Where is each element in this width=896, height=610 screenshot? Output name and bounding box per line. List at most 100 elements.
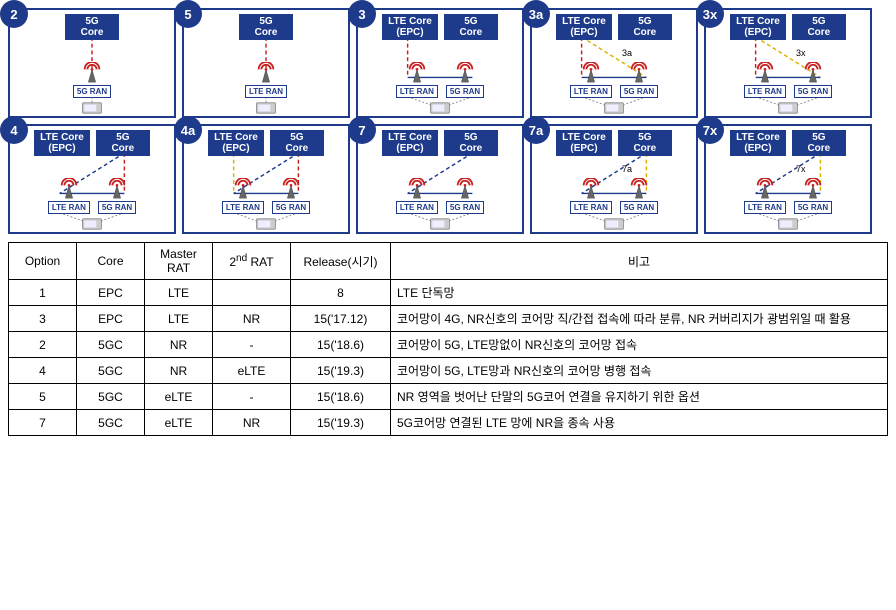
antenna-icon (81, 62, 103, 84)
table-cell: 코어망이 4G, NR신호의 코어망 직/간접 접속에 따라 분류, NR 커버… (391, 306, 888, 332)
ran-label: 5G RAN (98, 201, 136, 214)
ue-device (429, 218, 451, 230)
ue-device (603, 218, 625, 230)
ran-unit: LTE RAN (245, 62, 287, 98)
diagram-card: 7LTE Core(EPC)5GCore LTE RAN 5G RAN (356, 124, 524, 234)
ran-row: LTE RAN 5G RAN (358, 62, 522, 98)
antenna-icon (580, 62, 602, 84)
antenna-icon (406, 178, 428, 200)
ran-label: LTE RAN (570, 85, 612, 98)
diagram-badge: 2 (0, 0, 28, 28)
table-cell: 15('19.3) (291, 358, 391, 384)
diagram-badge: 3 (348, 0, 376, 28)
ue-icon (429, 102, 451, 114)
diagram-card: 3xLTE Core(EPC)5GCore LTE RAN 5G RAN 3x (704, 8, 872, 118)
core-row: LTE Core(EPC)5GCore (532, 14, 696, 40)
diagram-badge: 3a (522, 0, 550, 28)
table-cell: 7 (9, 410, 77, 436)
ue-icon (81, 218, 103, 230)
ran-unit: 5G RAN (446, 62, 484, 98)
table-cell: EPC (77, 280, 145, 306)
table-row: 55GCeLTE-15('18.6)NR 영역을 벗어난 단말의 5G코어 연결… (9, 384, 888, 410)
ue-device (81, 218, 103, 230)
ran-unit: LTE RAN (744, 178, 786, 214)
ran-row: LTE RAN 5G RAN (532, 178, 696, 214)
table-cell: 5 (9, 384, 77, 410)
core-box: LTE Core(EPC) (34, 130, 90, 156)
core-box: 5GCore (792, 14, 846, 40)
table-cell (213, 280, 291, 306)
table-header-row: OptionCoreMasterRAT2nd RATRelease(시기)비고 (9, 243, 888, 280)
diagram-card: 55GCore LTE RAN (182, 8, 350, 118)
core-box: 5GCore (96, 130, 150, 156)
ran-label: 5G RAN (446, 201, 484, 214)
table-cell: 3 (9, 306, 77, 332)
ue-device (81, 102, 103, 114)
ran-unit: 5G RAN (73, 62, 111, 98)
table-cell: 1 (9, 280, 77, 306)
ran-label: LTE RAN (396, 201, 438, 214)
table-cell: LTE (145, 306, 213, 332)
table-header-cell: Option (9, 243, 77, 280)
table-cell: 5GC (77, 384, 145, 410)
table-cell: eLTE (213, 358, 291, 384)
antenna-icon (580, 178, 602, 200)
antenna-icon (280, 178, 302, 200)
antenna-icon (628, 178, 650, 200)
table-cell: NR (213, 306, 291, 332)
ran-label: 5G RAN (794, 85, 832, 98)
ran-row: LTE RAN 5G RAN (532, 62, 696, 98)
core-row: LTE Core(EPC)5GCore (706, 130, 870, 156)
core-row: LTE Core(EPC)5GCore (532, 130, 696, 156)
ran-unit: 5G RAN (98, 178, 136, 214)
table-row: 75GCeLTENR15('19.3)5G코어망 연결된 LTE 망에 NR을 … (9, 410, 888, 436)
ran-unit: LTE RAN (222, 178, 264, 214)
ue-icon (429, 218, 451, 230)
core-box: 5GCore (239, 14, 293, 40)
ran-unit: LTE RAN (396, 178, 438, 214)
ran-label: 5G RAN (272, 201, 310, 214)
ran-unit: LTE RAN (744, 62, 786, 98)
ran-row: LTE RAN 5G RAN (706, 62, 870, 98)
diagram-inner-label: 3a (622, 48, 632, 58)
table-header-cell: 2nd RAT (213, 243, 291, 280)
table-cell: 15('17.12) (291, 306, 391, 332)
table-cell: 코어망이 5G, LTE망과 NR신호의 코어망 병행 접속 (391, 358, 888, 384)
antenna-icon (232, 178, 254, 200)
ran-unit: LTE RAN (396, 62, 438, 98)
core-box: 5GCore (792, 130, 846, 156)
table-cell: LTE 단독망 (391, 280, 888, 306)
antenna-icon (106, 178, 128, 200)
ran-unit: 5G RAN (794, 178, 832, 214)
ran-label: LTE RAN (222, 201, 264, 214)
table-header-cell: Core (77, 243, 145, 280)
table-header-cell: MasterRAT (145, 243, 213, 280)
table-cell: 5GC (77, 410, 145, 436)
table-body: 1EPCLTE8LTE 단독망3EPCLTENR15('17.12)코어망이 4… (9, 280, 888, 436)
table-cell: 15('18.6) (291, 332, 391, 358)
ue-icon (603, 102, 625, 114)
table-cell: 8 (291, 280, 391, 306)
core-box: 5GCore (618, 130, 672, 156)
core-row: LTE Core(EPC)5GCore (358, 130, 522, 156)
diagram-badge: 5 (174, 0, 202, 28)
ran-label: LTE RAN (570, 201, 612, 214)
core-box: LTE Core(EPC) (382, 130, 438, 156)
ran-row: LTE RAN (184, 62, 348, 98)
table-cell: 15('19.3) (291, 410, 391, 436)
diagram-grid: 25GCore 5G RAN 55GCore LTE RAN 3LTE Core… (8, 8, 888, 234)
core-row: 5GCore (184, 14, 348, 40)
diagram-badge: 3x (696, 0, 724, 28)
ran-unit: 5G RAN (446, 178, 484, 214)
core-box: LTE Core(EPC) (730, 14, 786, 40)
ue-device (255, 102, 277, 114)
ue-device (255, 218, 277, 230)
ran-label: 5G RAN (620, 201, 658, 214)
core-box: LTE Core(EPC) (556, 130, 612, 156)
table-cell: NR (145, 358, 213, 384)
table-cell: NR (145, 332, 213, 358)
core-box: 5GCore (444, 130, 498, 156)
antenna-icon (802, 62, 824, 84)
antenna-icon (754, 178, 776, 200)
table-cell: 2 (9, 332, 77, 358)
